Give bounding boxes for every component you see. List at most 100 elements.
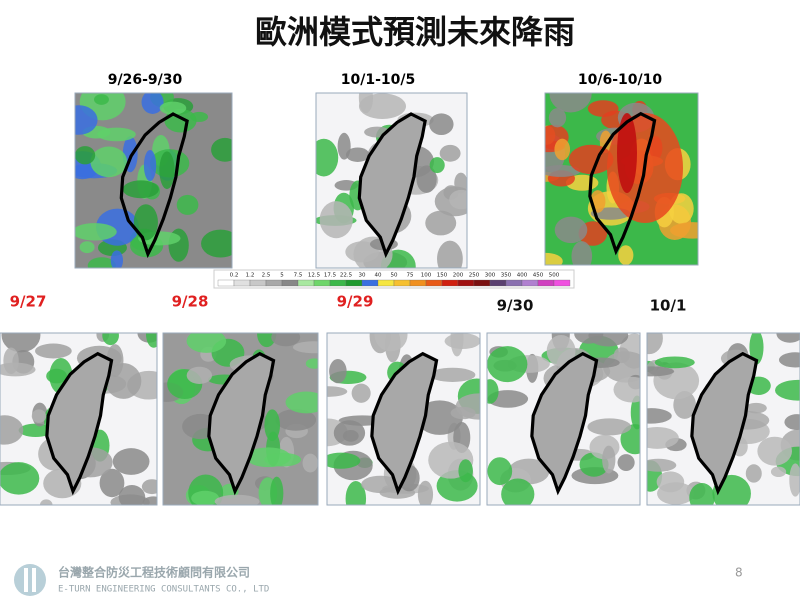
rain-blob [285, 391, 318, 414]
logo [14, 564, 46, 596]
rain-blob [429, 367, 476, 382]
period-label: 10/1-10/5 [341, 72, 415, 88]
colorbar-swatch [217, 279, 235, 287]
rain-blob [275, 409, 317, 431]
rain-blob [270, 476, 284, 505]
rain-blob [102, 333, 119, 346]
colorbar: 0.2 1.2 2.5 5 7.5 12.5 17.5 22.5 30 40 50 75 100 150 2… [213, 269, 575, 289]
colorbar-label: 22.5 [340, 273, 353, 279]
rain-blob [775, 379, 800, 401]
map-frame [544, 92, 699, 266]
slide-title: 歐洲模式預測未來降雨 [255, 13, 575, 51]
colorbar-swatch [313, 279, 331, 287]
rain-blob [554, 216, 588, 244]
rain-blob [647, 426, 679, 449]
colorbar-label: 17.5 [324, 273, 337, 279]
rain-blob [141, 479, 157, 495]
colorbar-label: 500 [549, 273, 560, 279]
rain-blob [689, 482, 715, 505]
colorbar-label: 350 [501, 273, 512, 279]
rain-blob [39, 499, 53, 505]
rain-blob [745, 402, 767, 414]
period-label: 9/26-9/30 [108, 72, 183, 88]
rain-blob [546, 335, 576, 367]
rain-blob [416, 165, 437, 193]
colorbar-swatch [265, 279, 283, 287]
rain-blob [449, 189, 467, 210]
rain-blob [201, 229, 232, 258]
day-label: 9/29 [337, 293, 374, 311]
map-field [327, 333, 480, 505]
map-field [163, 333, 318, 505]
rain-blob [327, 386, 348, 397]
colorbar-swatch [361, 279, 379, 287]
rain-blob [75, 105, 98, 135]
rain-blob [784, 414, 800, 431]
rain-blob [647, 408, 672, 424]
rain-blob [588, 333, 629, 347]
colorbar-label: 40 [375, 273, 382, 279]
rain-blob [549, 93, 592, 113]
rain-blob [112, 448, 150, 475]
rain-blob [122, 180, 159, 199]
rain-blob [176, 194, 199, 215]
day-label: 9/27 [10, 293, 47, 311]
map-field [487, 333, 640, 505]
rain-blob [374, 333, 408, 352]
map-field [75, 93, 232, 268]
rain-blob [191, 490, 220, 505]
rain-blob [46, 368, 67, 384]
rain-blob [190, 111, 209, 122]
rain-blob [31, 409, 47, 423]
rain-blob [118, 485, 146, 505]
rain-blob [214, 494, 260, 505]
colorbar-swatch [537, 279, 555, 287]
rain-blob [342, 430, 359, 442]
rain-map [326, 332, 481, 506]
map-frame [326, 332, 481, 506]
colorbar-label: 450 [533, 273, 544, 279]
rain-blob [487, 457, 513, 486]
rain-blob [776, 333, 800, 343]
rain-blob [613, 376, 640, 403]
colorbar-label: 300 [485, 273, 496, 279]
rain-blob [110, 250, 123, 268]
rain-blob [186, 333, 227, 353]
rain-blob [87, 257, 116, 268]
rain-core [617, 113, 637, 193]
colorbar-swatch [377, 279, 395, 287]
rain-blob [568, 144, 614, 175]
map-frame [162, 332, 319, 506]
rain-blob [145, 333, 157, 348]
rain-blob [186, 366, 213, 384]
day-label: 9/30 [497, 297, 534, 315]
rain-blob [545, 165, 581, 177]
colorbar-label: 0.2 [230, 273, 239, 279]
rain-blob [657, 482, 695, 505]
rain-blob [18, 423, 53, 437]
colorbar-label: 7.5 [294, 273, 303, 279]
rain-blob [0, 415, 24, 445]
rain-map [646, 332, 800, 506]
map-frame [74, 92, 233, 269]
colorbar-label: 5 [280, 273, 284, 279]
rain-blob [618, 245, 634, 265]
colorbar-swatch [457, 279, 475, 287]
rain-blob [94, 94, 109, 105]
rain-map [486, 332, 641, 506]
rain-blob [271, 333, 301, 347]
colorbar-label: 50 [391, 273, 398, 279]
rain-blob [345, 147, 370, 162]
rain-blob [417, 480, 434, 505]
company-name-en: E-TURN ENGINEERING CONSULTANTS CO., LTD [58, 585, 269, 595]
colorbar-swatch [505, 279, 523, 287]
rain-blob [245, 447, 291, 468]
rain-blob [305, 358, 318, 369]
colorbar-swatch [409, 279, 427, 287]
page-number: 8 [735, 566, 743, 580]
rain-blob [1, 333, 41, 353]
rain-blob [416, 400, 463, 435]
colorbar-label: 12.5 [308, 273, 321, 279]
rain-blob [548, 108, 567, 128]
